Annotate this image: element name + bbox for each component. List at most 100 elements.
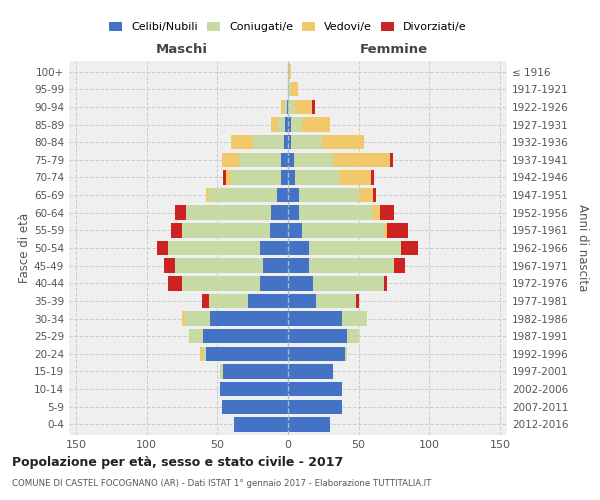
Bar [284, 100, 287, 114]
Bar [384, 223, 387, 238]
Bar [293, 152, 333, 167]
Bar [223, 364, 288, 378]
Bar [288, 223, 302, 238]
Bar [288, 276, 313, 290]
Bar [359, 188, 373, 202]
Bar [288, 346, 344, 361]
Bar [299, 188, 359, 202]
Bar [239, 152, 281, 167]
Bar [380, 206, 394, 220]
Bar [288, 82, 291, 96]
Bar [271, 206, 288, 220]
Bar [221, 400, 288, 414]
Bar [341, 312, 367, 326]
Bar [309, 241, 401, 255]
Bar [344, 346, 347, 361]
Bar [271, 118, 278, 132]
Bar [175, 206, 186, 220]
Bar [302, 223, 384, 238]
Bar [288, 294, 316, 308]
Bar [185, 312, 210, 326]
Bar [175, 258, 263, 273]
Bar [387, 223, 408, 238]
Bar [356, 294, 359, 308]
Bar [288, 188, 299, 202]
Bar [189, 329, 203, 344]
Legend: Celibi/Nubili, Coniugati/e, Vedovi/e, Divorziati/e: Celibi/Nubili, Coniugati/e, Vedovi/e, Di… [107, 20, 469, 34]
Bar [263, 258, 288, 273]
Bar [295, 100, 312, 114]
Bar [288, 170, 295, 184]
Bar [269, 223, 288, 238]
Bar [288, 118, 291, 132]
Bar [288, 135, 291, 150]
Bar [390, 152, 392, 167]
Bar [182, 312, 185, 326]
Bar [221, 152, 239, 167]
Text: Maschi: Maschi [156, 42, 208, 56]
Bar [309, 258, 394, 273]
Bar [333, 152, 390, 167]
Bar [291, 118, 302, 132]
Bar [182, 223, 269, 238]
Bar [340, 170, 371, 184]
Bar [235, 417, 288, 432]
Bar [312, 100, 315, 114]
Text: Popolazione per età, sesso e stato civile - 2017: Popolazione per età, sesso e stato civil… [12, 456, 343, 469]
Bar [232, 135, 253, 150]
Bar [206, 346, 288, 361]
Bar [288, 312, 341, 326]
Bar [281, 152, 288, 167]
Bar [157, 241, 168, 255]
Bar [203, 346, 206, 361]
Bar [288, 258, 309, 273]
Bar [248, 294, 288, 308]
Bar [226, 170, 232, 184]
Bar [223, 170, 226, 184]
Y-axis label: Fasce di età: Fasce di età [18, 213, 31, 283]
Text: COMUNE DI CASTEL FOCOGNANO (AR) - Dati ISTAT 1° gennaio 2017 - Elaborazione TUTT: COMUNE DI CASTEL FOCOGNANO (AR) - Dati I… [12, 479, 431, 488]
Bar [288, 364, 333, 378]
Bar [209, 294, 248, 308]
Bar [182, 276, 260, 290]
Bar [202, 294, 209, 308]
Bar [168, 276, 182, 290]
Bar [316, 294, 356, 308]
Bar [288, 417, 331, 432]
Bar [371, 170, 374, 184]
Bar [291, 82, 298, 96]
Bar [281, 100, 284, 114]
Bar [210, 312, 288, 326]
Bar [171, 223, 182, 238]
Bar [164, 258, 175, 273]
Bar [295, 170, 340, 184]
Bar [232, 170, 281, 184]
Bar [168, 241, 260, 255]
Bar [288, 241, 309, 255]
Bar [322, 135, 364, 150]
Bar [209, 188, 277, 202]
Bar [401, 241, 418, 255]
Bar [288, 152, 293, 167]
Bar [220, 364, 223, 378]
Bar [313, 276, 384, 290]
Bar [291, 135, 322, 150]
Y-axis label: Anni di nascita: Anni di nascita [575, 204, 589, 292]
Bar [288, 382, 341, 396]
Bar [278, 118, 285, 132]
Bar [287, 100, 288, 114]
Bar [373, 206, 380, 220]
Bar [347, 329, 359, 344]
Bar [288, 206, 299, 220]
Bar [260, 276, 288, 290]
Text: Femmine: Femmine [360, 42, 428, 56]
Bar [220, 382, 288, 396]
Bar [203, 329, 288, 344]
Bar [373, 188, 376, 202]
Bar [302, 118, 331, 132]
Bar [281, 170, 288, 184]
Bar [288, 329, 347, 344]
Bar [288, 100, 295, 114]
Bar [277, 188, 288, 202]
Bar [253, 135, 284, 150]
